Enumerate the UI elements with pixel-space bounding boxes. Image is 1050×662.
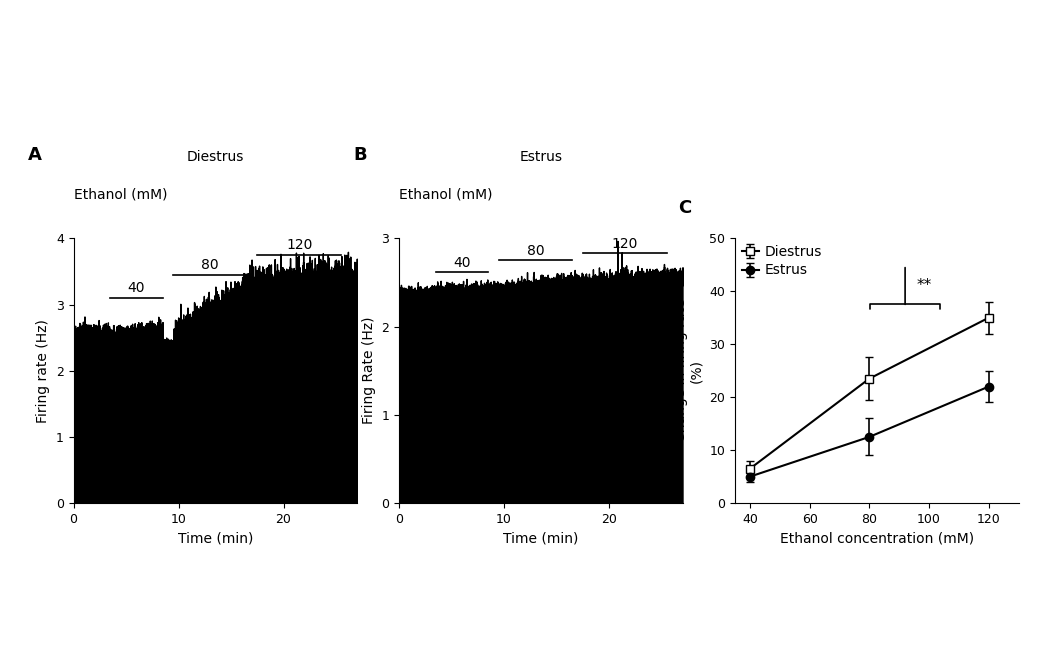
Text: 80: 80 — [202, 258, 218, 272]
Text: 80: 80 — [527, 244, 544, 258]
X-axis label: Time (min): Time (min) — [177, 532, 253, 545]
Text: **: ** — [917, 279, 931, 293]
Text: 40: 40 — [454, 256, 470, 269]
Text: 40: 40 — [128, 281, 145, 295]
Y-axis label: Firing Rate (Hz): Firing Rate (Hz) — [361, 317, 376, 424]
X-axis label: Time (min): Time (min) — [503, 532, 579, 545]
Text: Estrus: Estrus — [520, 150, 562, 164]
Y-axis label: Firing rate (Hz): Firing rate (Hz) — [36, 319, 50, 422]
Text: B: B — [354, 146, 368, 164]
Text: 120: 120 — [611, 237, 638, 251]
Text: 120: 120 — [286, 238, 313, 252]
Text: Diestrus: Diestrus — [187, 150, 244, 164]
X-axis label: Ethanol concentration (mM): Ethanol concentration (mM) — [780, 532, 973, 545]
Text: Ethanol (mM): Ethanol (mM) — [74, 187, 167, 201]
Text: C: C — [678, 199, 692, 216]
Legend: Diestrus, Estrus: Diestrus, Estrus — [742, 245, 821, 277]
Text: Ethanol (mM): Ethanol (mM) — [399, 187, 492, 201]
Text: A: A — [28, 146, 42, 164]
Y-axis label: Change in firing rate
(%): Change in firing rate (%) — [673, 299, 704, 442]
